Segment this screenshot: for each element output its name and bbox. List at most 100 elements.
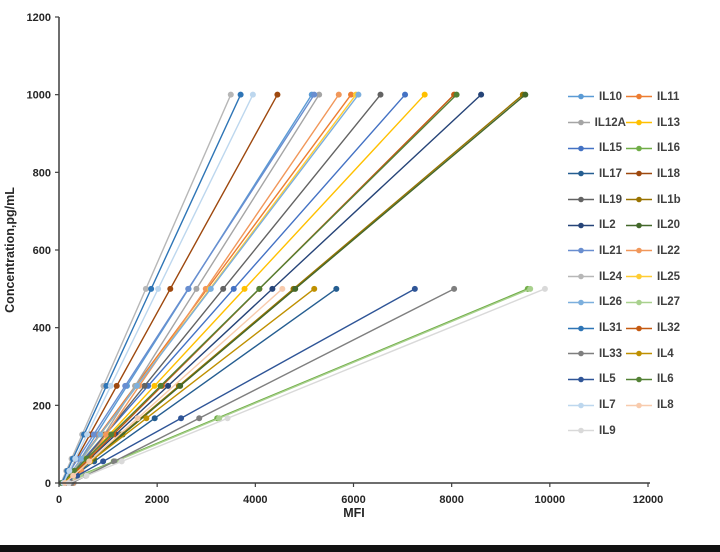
data-point-marker-IL6 xyxy=(71,467,78,474)
legend-line-marker-icon xyxy=(626,119,652,126)
legend-item-IL33: IL33 xyxy=(568,348,626,360)
data-point-marker-IL26 xyxy=(97,431,104,438)
legend-line-marker-icon xyxy=(568,171,594,177)
data-point-marker-IL2 xyxy=(165,382,172,389)
legend-item-IL10: IL10 xyxy=(568,91,626,103)
data-point-marker-IL20 xyxy=(522,91,529,98)
legend-item-IL7: IL7 xyxy=(568,399,626,411)
legend-line-marker-icon xyxy=(626,222,652,229)
legend-label: IL18 xyxy=(657,167,681,180)
data-point-marker-IL19 xyxy=(377,91,384,98)
legend-line-marker-icon xyxy=(626,273,652,280)
legend-label: IL5 xyxy=(599,373,616,386)
data-point-marker-IL8 xyxy=(70,472,77,479)
x-axis-tick-label: 12000 xyxy=(633,494,664,506)
legend-label: IL21 xyxy=(599,244,623,257)
legend-label: IL6 xyxy=(657,373,674,386)
series-line-IL33 xyxy=(71,288,455,484)
legend-line-marker-icon xyxy=(568,248,594,254)
x-axis-tick-label: 4000 xyxy=(243,494,267,506)
data-point-marker-IL22 xyxy=(335,91,342,98)
legend-label: IL26 xyxy=(599,296,623,309)
series-line-IL27 xyxy=(62,288,531,484)
data-point-marker-IL31 xyxy=(237,91,244,98)
data-point-marker-IL6 xyxy=(108,431,115,438)
data-point-marker-IL6 xyxy=(157,382,164,389)
series-IL6 xyxy=(58,91,460,486)
data-point-marker-IL17 xyxy=(151,415,158,422)
legend-item-IL15: IL15 xyxy=(568,142,626,154)
legend-label: IL24 xyxy=(599,270,623,283)
data-point-marker-IL21 xyxy=(311,91,318,98)
legend-line-marker-icon xyxy=(568,145,594,152)
data-point-marker-IL21 xyxy=(185,285,192,292)
data-point-marker-IL18 xyxy=(274,91,281,98)
data-point-marker-IL7 xyxy=(72,455,79,462)
data-point-marker-IL4 xyxy=(143,415,150,422)
legend-label: IL33 xyxy=(599,347,623,360)
legend-label: IL12A xyxy=(594,116,626,129)
y-axis-tick-label: 1000 xyxy=(27,90,51,102)
legend-label: IL31 xyxy=(599,322,623,335)
data-point-marker-IL7 xyxy=(107,382,114,389)
legend-label: IL10 xyxy=(599,90,623,103)
y-axis-tick-label: 800 xyxy=(33,167,51,179)
y-axis-tick-label: 1200 xyxy=(27,12,51,24)
data-point-marker-IL20 xyxy=(292,285,299,292)
legend-item-IL32: IL32 xyxy=(626,322,681,334)
data-point-marker-IL27 xyxy=(216,415,223,422)
legend-item-IL17: IL17 xyxy=(568,168,626,180)
y-axis-tick-label: 200 xyxy=(33,400,51,412)
legend-line-marker-icon xyxy=(568,427,594,434)
data-point-marker-IL33 xyxy=(111,458,118,465)
data-point-marker-IL9 xyxy=(83,472,90,479)
series-IL21 xyxy=(59,91,318,486)
legend-line-marker-icon xyxy=(568,119,590,126)
legend-line-marker-icon xyxy=(568,376,594,383)
legend-line-marker-icon xyxy=(568,222,594,229)
legend-line-marker-icon xyxy=(568,402,594,408)
y-axis-title: Concentration,pg/mL xyxy=(3,187,17,313)
data-point-marker-IL33 xyxy=(196,415,203,422)
data-point-marker-IL31 xyxy=(103,382,110,389)
legend-line-marker-icon xyxy=(626,94,652,100)
series-layer xyxy=(57,91,548,486)
legend-item-IL22: IL22 xyxy=(626,245,681,257)
chart-legend: IL10 IL11 IL12A IL13 IL15 IL16 IL17 IL18 IL19 IL1… xyxy=(568,84,681,444)
data-point-marker-IL9 xyxy=(224,415,231,422)
data-point-marker-IL26 xyxy=(78,455,85,462)
legend-item-IL25: IL25 xyxy=(626,271,681,283)
data-point-marker-IL5 xyxy=(411,285,418,292)
data-point-marker-IL8 xyxy=(279,285,286,292)
legend-item-IL21: IL21 xyxy=(568,245,626,257)
legend-item-IL4: IL4 xyxy=(626,348,681,360)
data-point-marker-IL18 xyxy=(167,285,174,292)
legend-item-IL5: IL5 xyxy=(568,373,626,385)
bottom-border-bar xyxy=(0,545,720,552)
series-IL9 xyxy=(65,285,548,486)
legend-line-marker-icon xyxy=(568,299,594,306)
data-point-marker-IL33 xyxy=(451,285,458,292)
legend-item-IL12A: IL12A xyxy=(568,117,626,129)
data-point-marker-IL5 xyxy=(100,458,107,465)
series-line-IL17 xyxy=(63,288,338,484)
x-axis-tick-label: 6000 xyxy=(341,494,365,506)
data-point-marker-IL19 xyxy=(220,285,227,292)
legend-line-marker-icon xyxy=(568,325,594,331)
legend-line-marker-icon xyxy=(626,196,652,203)
legend-line-marker-icon xyxy=(568,350,594,357)
legend-label: IL32 xyxy=(657,322,681,335)
legend-item-IL27: IL27 xyxy=(626,296,681,308)
legend-line-marker-icon xyxy=(626,145,652,152)
legend-label: IL4 xyxy=(657,347,674,360)
legend-line-marker-icon xyxy=(626,402,652,408)
data-point-marker-IL7 xyxy=(66,467,73,474)
legend-item-IL8: IL8 xyxy=(626,399,681,411)
data-point-marker-IL22 xyxy=(102,431,109,438)
legend-item-IL16: IL16 xyxy=(626,142,681,154)
legend-line-marker-icon xyxy=(626,350,652,357)
data-point-marker-IL13 xyxy=(421,91,428,98)
data-point-marker-IL26 xyxy=(355,91,362,98)
data-point-marker-IL13 xyxy=(151,382,158,389)
data-point-marker-IL21 xyxy=(122,382,129,389)
